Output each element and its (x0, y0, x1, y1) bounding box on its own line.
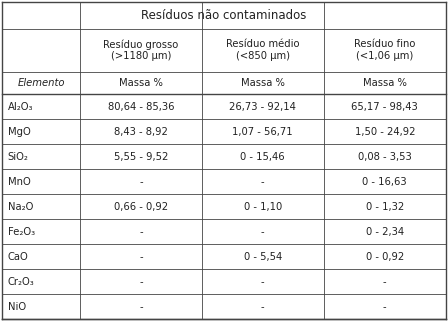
Text: 80,64 - 85,36: 80,64 - 85,36 (108, 102, 174, 112)
Text: Massa %: Massa % (119, 78, 163, 88)
Text: -: - (383, 302, 387, 312)
Text: Fe₂O₃: Fe₂O₃ (8, 227, 35, 237)
Text: CaO: CaO (8, 252, 28, 262)
Text: Resíduo fino
(<1,06 μm): Resíduo fino (<1,06 μm) (354, 39, 415, 61)
Text: 65,17 - 98,43: 65,17 - 98,43 (351, 102, 418, 112)
Text: 0,66 - 0,92: 0,66 - 0,92 (114, 202, 168, 212)
Text: Massa %: Massa % (241, 78, 285, 88)
Text: -: - (261, 302, 265, 312)
Text: 0 - 16,63: 0 - 16,63 (362, 177, 407, 187)
Text: Al₂O₃: Al₂O₃ (8, 102, 33, 112)
Text: 26,73 - 92,14: 26,73 - 92,14 (229, 102, 296, 112)
Text: -: - (261, 177, 265, 187)
Text: 0 - 2,34: 0 - 2,34 (366, 227, 404, 237)
Text: -: - (139, 252, 142, 262)
Text: -: - (139, 177, 142, 187)
Text: -: - (261, 227, 265, 237)
Text: Massa %: Massa % (363, 78, 407, 88)
Text: 0 - 0,92: 0 - 0,92 (366, 252, 404, 262)
Text: -: - (383, 277, 387, 287)
Text: -: - (139, 302, 142, 312)
Text: 0 - 1,10: 0 - 1,10 (244, 202, 282, 212)
Text: 8,43 - 8,92: 8,43 - 8,92 (114, 127, 168, 137)
Text: 1,50 - 24,92: 1,50 - 24,92 (354, 127, 415, 137)
Text: Elemento: Elemento (17, 78, 65, 88)
Text: 5,55 - 9,52: 5,55 - 9,52 (114, 152, 168, 162)
Text: -: - (139, 227, 142, 237)
Text: Resíduos não contaminados: Resíduos não contaminados (141, 9, 307, 22)
Text: 1,07 - 56,71: 1,07 - 56,71 (233, 127, 293, 137)
Text: Na₂O: Na₂O (8, 202, 33, 212)
Text: Resíduo médio
(<850 μm): Resíduo médio (<850 μm) (226, 39, 300, 61)
Text: 0 - 15,46: 0 - 15,46 (241, 152, 285, 162)
Text: Resíduo grosso
(>1180 μm): Resíduo grosso (>1180 μm) (103, 39, 178, 61)
Text: -: - (139, 277, 142, 287)
Text: 0,08 - 3,53: 0,08 - 3,53 (358, 152, 412, 162)
Text: -: - (261, 277, 265, 287)
Text: NiO: NiO (8, 302, 26, 312)
Text: MgO: MgO (8, 127, 30, 137)
Text: SiO₂: SiO₂ (8, 152, 29, 162)
Text: 0 - 1,32: 0 - 1,32 (366, 202, 404, 212)
Text: MnO: MnO (8, 177, 30, 187)
Text: 0 - 5,54: 0 - 5,54 (244, 252, 282, 262)
Text: Cr₂O₃: Cr₂O₃ (8, 277, 34, 287)
